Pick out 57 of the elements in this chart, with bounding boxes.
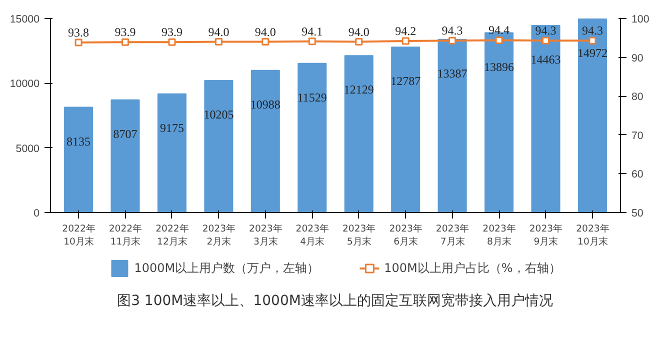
y2-tick-label: 60	[632, 168, 644, 181]
data-label: 13387	[437, 66, 468, 80]
data-label: 93.8	[68, 26, 90, 40]
data-label: 12129	[344, 82, 374, 97]
bar	[157, 93, 186, 212]
data-label: 94.3	[442, 24, 463, 38]
data-label: 94.0	[208, 24, 230, 39]
y2-tick-label: 100	[632, 14, 650, 26]
x-tick-label: 2023年 6月末	[389, 224, 422, 248]
x-tick-label: 2022年 10月末	[62, 224, 95, 248]
data-label: 94.1	[302, 24, 323, 38]
data-label: 10988	[250, 97, 280, 112]
x-tick-label: 2022年 11月末	[108, 224, 142, 248]
data-label: 8707	[113, 126, 138, 141]
y-tick-label: 5000	[16, 142, 40, 155]
x-tick-label: 2022年 12月末	[156, 224, 188, 248]
x-tick-label: 2023年 2月末	[202, 224, 236, 248]
bar	[391, 46, 420, 212]
data-label: 14463	[530, 52, 561, 66]
bar	[578, 18, 607, 212]
data-label: 94.0	[348, 24, 370, 39]
x-tick-label: 2023年 4月末	[296, 224, 329, 248]
data-label: 94.3	[582, 24, 603, 38]
bar	[531, 24, 560, 212]
data-label: 8135	[66, 134, 91, 148]
data-label: 94.0	[254, 24, 276, 39]
text: 图3 100M速率以上、1000M速率以上的固定互联网宽带接入用户情况	[117, 292, 553, 311]
data-label: 93.9	[114, 25, 136, 40]
x-tick-label: 2023年 5月末	[342, 224, 376, 248]
legend-label: 1000M以上用户数（万户，左轴）	[134, 260, 320, 276]
y2-tick-label: 90	[632, 52, 644, 64]
x-tick-label: 2023年 3月末	[249, 224, 282, 248]
bar	[250, 70, 280, 212]
bar	[344, 55, 374, 212]
data-label: 93.9	[161, 25, 182, 40]
y-tick-label: 15000	[10, 14, 40, 26]
data-label: 14972	[577, 46, 608, 60]
y2-tick-label: 70	[632, 130, 644, 142]
x-tick-label: 2023年 9月末	[529, 224, 562, 248]
bar	[204, 80, 234, 212]
y-tick-label: 10000	[10, 78, 40, 90]
bar	[298, 62, 327, 212]
x-tick-label: 2023年 8月末	[482, 224, 516, 248]
data-label: 94.3	[535, 24, 556, 38]
bar	[110, 99, 140, 212]
legend-label: 100M以上用户占比（%，右轴）	[384, 260, 561, 276]
y2-tick-label: 50	[632, 208, 644, 220]
data-label: 10205	[204, 108, 234, 122]
y-tick-label: 0	[34, 208, 40, 220]
data-label: 11529	[297, 90, 327, 104]
bar	[64, 106, 94, 212]
data-label: 94.2	[395, 24, 416, 38]
x-tick-label: 2023年 10月末	[576, 224, 609, 248]
bar	[438, 38, 467, 212]
data-label: 9175	[160, 120, 184, 135]
y2-tick-label: 80	[632, 91, 644, 104]
x-tick-label: 2023年 7月末	[436, 224, 469, 248]
